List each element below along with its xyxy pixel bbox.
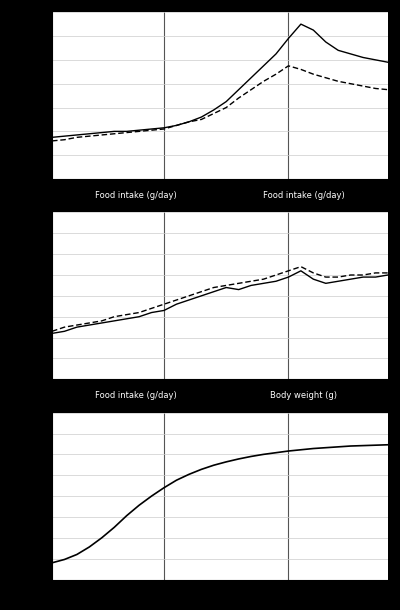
Text: Body weight (g): Body weight (g): [270, 392, 338, 400]
Text: Food intake (g/day): Food intake (g/day): [95, 392, 177, 400]
Y-axis label: Food intake (g/day): Food intake (g/day): [29, 255, 38, 337]
Text: Food intake (g/day): Food intake (g/day): [95, 192, 177, 200]
Y-axis label: Food intake (g/day): Food intake (g/day): [24, 55, 33, 137]
Y-axis label: Body weight (g): Body weight (g): [19, 462, 28, 529]
Text: Food intake (g/day): Food intake (g/day): [263, 192, 345, 200]
X-axis label: Week: Week: [208, 599, 232, 608]
